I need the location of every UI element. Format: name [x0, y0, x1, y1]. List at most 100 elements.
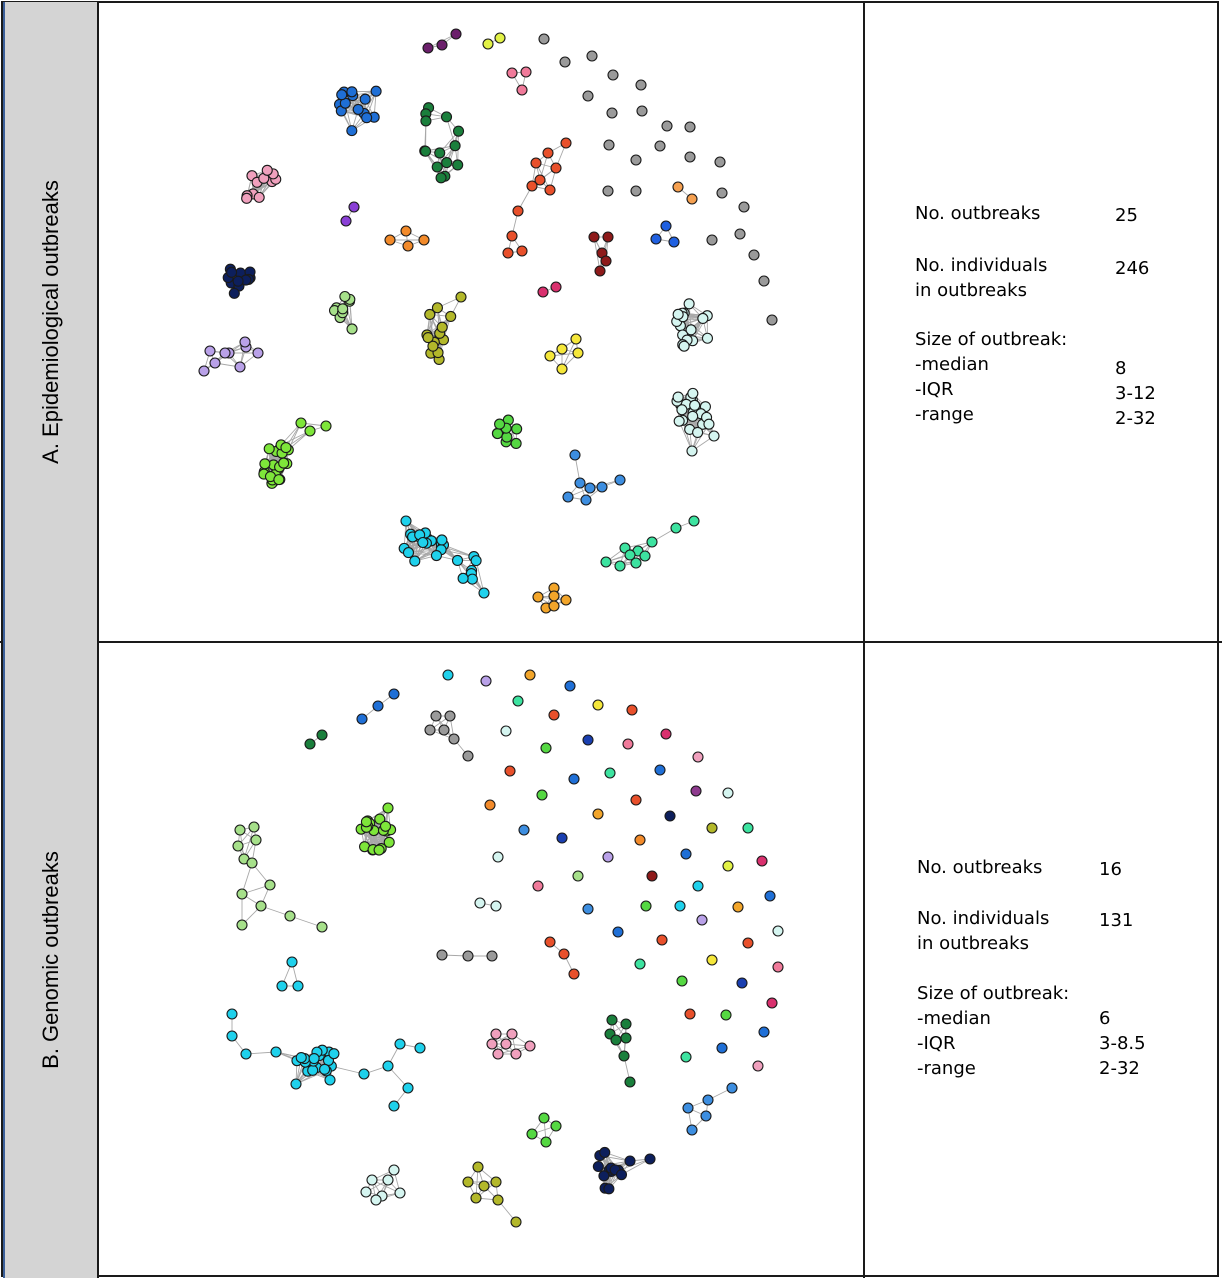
- network-node: [550, 162, 562, 174]
- network-node: [307, 1064, 319, 1076]
- network-node: [502, 247, 514, 259]
- network-node: [436, 321, 448, 333]
- network-node: [252, 347, 264, 359]
- network-node: [436, 39, 448, 51]
- chain-mint: [474, 897, 502, 912]
- network-node: [436, 534, 448, 546]
- network-node: [572, 347, 584, 359]
- network-node: [424, 308, 436, 320]
- network-node: [676, 404, 688, 416]
- network-node: [686, 445, 698, 457]
- singleton-node: [442, 669, 454, 681]
- network-node: [532, 591, 544, 603]
- singleton-node: [512, 695, 524, 707]
- cluster-lime: [258, 417, 332, 489]
- singleton-node: [604, 767, 616, 779]
- stat-median-label: -median: [917, 1008, 991, 1029]
- network-node: [494, 32, 506, 44]
- network-node: [394, 1187, 406, 1199]
- network-node: [400, 515, 412, 527]
- network-node: [510, 1216, 522, 1228]
- network-node: [550, 1120, 562, 1132]
- singleton-node: [634, 834, 646, 846]
- network-node: [457, 572, 469, 584]
- singleton-node: [680, 848, 692, 860]
- network-node: [370, 1194, 382, 1206]
- network-node: [462, 950, 474, 962]
- network-node: [510, 437, 522, 450]
- cluster-royal-blue: [650, 220, 680, 248]
- network-node: [510, 1048, 522, 1060]
- singleton-node: [582, 903, 594, 915]
- network-node: [239, 336, 251, 348]
- network-node: [574, 477, 586, 489]
- network-edge: [441, 549, 474, 558]
- panel-b-network-graph: [226, 669, 784, 1228]
- cluster-green: [526, 1112, 562, 1148]
- panel-a-network: [101, 2, 865, 642]
- network-node: [402, 240, 414, 252]
- cluster-cyan-hub: [226, 956, 426, 1112]
- network-node: [673, 415, 685, 427]
- singleton-node: [674, 900, 686, 912]
- singleton-node: [706, 822, 718, 834]
- cluster-cyan: [398, 515, 490, 599]
- stat-size-label: Size of outbreak:: [917, 983, 1070, 1004]
- singleton-node: [722, 787, 734, 799]
- cluster-olive: [462, 1161, 522, 1228]
- network-node: [624, 1155, 636, 1167]
- singleton-node: [714, 156, 726, 168]
- singleton-node: [607, 69, 619, 81]
- singleton-node: [622, 738, 634, 750]
- cluster-mint: [671, 298, 720, 457]
- network-node: [620, 1018, 632, 1030]
- network-node: [697, 312, 709, 325]
- network-node: [466, 573, 478, 585]
- cluster-mint: [360, 1164, 406, 1206]
- panel-a-label: A. Epidemiological outbreaks: [38, 180, 63, 464]
- network-node: [198, 365, 210, 377]
- network-node: [234, 361, 246, 373]
- network-node: [584, 482, 596, 494]
- network-node: [280, 442, 292, 454]
- cluster-olive: [421, 291, 467, 366]
- cluster-rose: [506, 66, 532, 96]
- singleton-node: [716, 187, 728, 199]
- network-node: [478, 587, 490, 599]
- network-node: [683, 298, 695, 310]
- panel-a: A. Epidemiological outbreaks No. outbrea…: [0, 2, 1222, 642]
- network-node: [236, 888, 248, 900]
- network-node: [569, 449, 581, 461]
- network-node: [226, 1008, 238, 1020]
- network-node: [455, 291, 467, 303]
- network-node: [290, 1078, 302, 1090]
- singleton-node: [722, 860, 734, 872]
- network-node: [435, 172, 447, 184]
- network-node: [388, 1164, 400, 1176]
- network-node: [420, 115, 432, 127]
- network-node: [336, 89, 348, 101]
- network-node: [700, 1110, 712, 1122]
- network-node: [450, 28, 462, 40]
- network-edge: [475, 560, 485, 594]
- singleton-node: [640, 900, 652, 912]
- network-node: [388, 1100, 400, 1112]
- network-node: [678, 340, 690, 352]
- singleton-node: [634, 958, 646, 970]
- cluster-blue: [334, 85, 382, 137]
- network-node: [668, 236, 680, 248]
- singleton-node: [716, 1042, 728, 1054]
- network-node: [430, 549, 443, 562]
- network-node: [644, 1153, 656, 1165]
- panel-b-network: [101, 642, 865, 1278]
- cluster-grey: [424, 710, 474, 762]
- singleton-node: [758, 1026, 770, 1038]
- network-node: [348, 201, 360, 213]
- panel-a-stats: No. outbreaks 25 No. individuals in outb…: [867, 2, 1218, 642]
- network-node: [472, 1161, 484, 1173]
- network-node: [358, 1068, 370, 1080]
- cluster-navy: [222, 263, 256, 299]
- network-node: [295, 417, 307, 429]
- network-node: [452, 125, 465, 137]
- singleton-node: [630, 154, 642, 166]
